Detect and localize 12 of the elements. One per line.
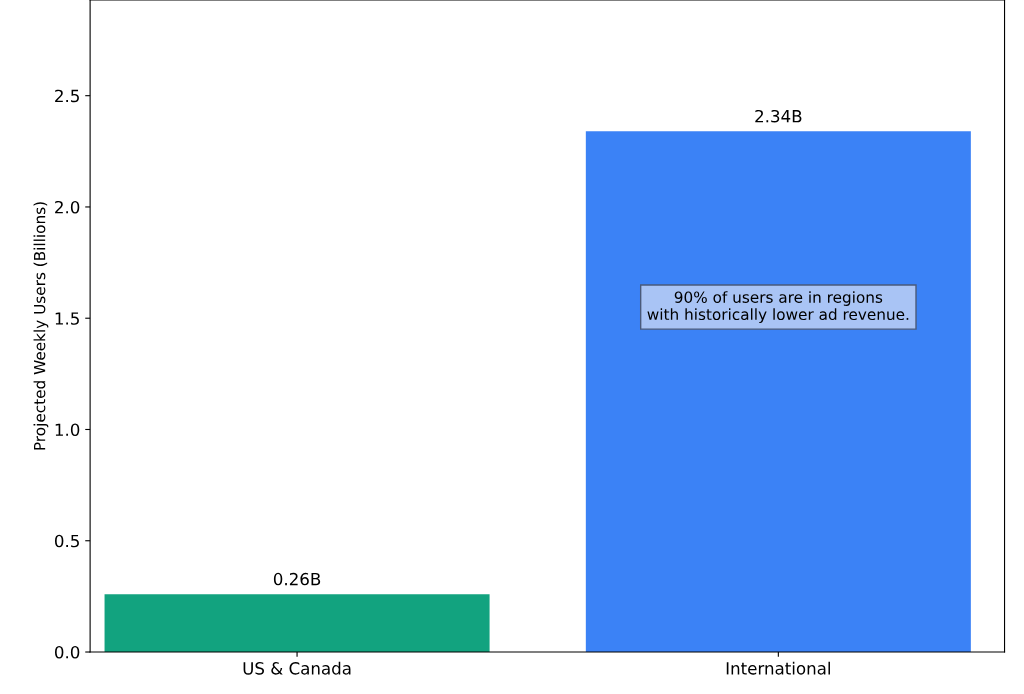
x-tick-label: US & Canada: [243, 661, 351, 675]
y-tick-label: 1.0: [55, 423, 80, 437]
y-axis-title: Projected Weekly Users (Billions): [33, 202, 49, 450]
x-tick-label: International: [726, 661, 830, 675]
data-label: 0.26B: [273, 572, 321, 586]
y-tick-label: 1.5: [55, 312, 79, 325]
annotation: 90% of users are in regions with historically lower ad revenue.: [647, 291, 909, 324]
data-label: 2.34B: [755, 109, 802, 123]
y-tick-label: 2.5: [55, 89, 79, 103]
y-tick-label: 0.0: [54, 645, 80, 659]
y-tick-label: 2.0: [55, 200, 80, 214]
y-tick-label: 0.5: [54, 534, 79, 548]
